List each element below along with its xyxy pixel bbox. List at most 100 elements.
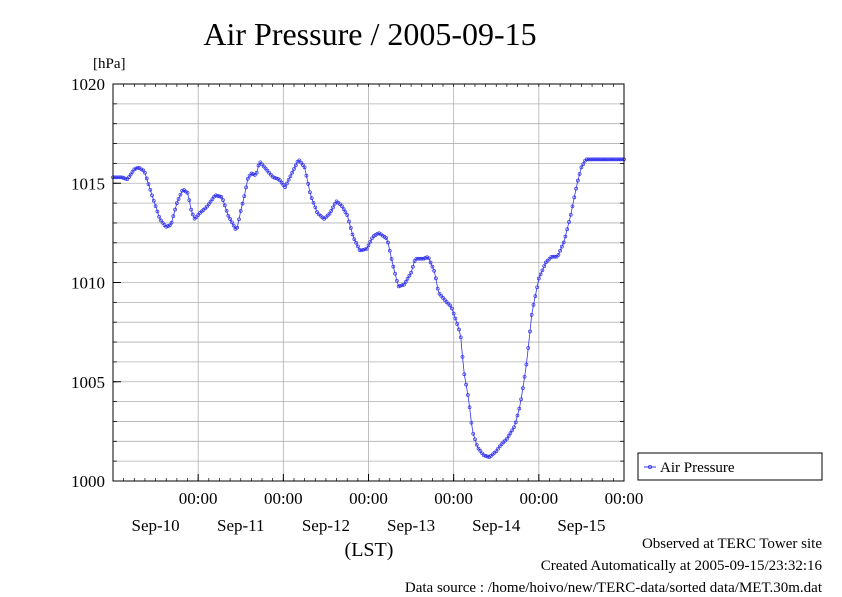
data-point <box>407 273 412 278</box>
data-point <box>128 172 133 177</box>
data-point <box>577 172 582 176</box>
data-point <box>533 294 538 298</box>
data-point <box>331 205 335 210</box>
data-point <box>503 438 507 443</box>
data-point <box>299 160 303 165</box>
data-point <box>114 175 119 180</box>
data-point <box>561 240 566 245</box>
data-point <box>171 214 176 218</box>
data-point <box>120 175 124 180</box>
data-point <box>224 208 229 213</box>
data-point <box>143 170 147 175</box>
y-tick-label: 1020 <box>71 75 105 94</box>
data-point <box>141 168 146 173</box>
data-point <box>513 420 518 425</box>
data-point <box>260 162 264 167</box>
data-point <box>270 174 275 179</box>
data-point <box>350 232 355 237</box>
data-point <box>481 453 486 458</box>
data-point <box>244 185 248 190</box>
data-point <box>341 207 346 211</box>
data-point <box>560 244 564 249</box>
data-point <box>591 157 596 162</box>
data-point <box>263 166 268 171</box>
data-point <box>217 194 222 199</box>
data-point <box>494 449 499 454</box>
data-point <box>277 178 282 183</box>
data-point <box>237 217 241 222</box>
data-point <box>568 212 573 217</box>
x-date-label: Sep-14 <box>472 516 521 535</box>
data-point <box>535 285 539 290</box>
data-point <box>175 201 179 205</box>
data-point <box>118 175 122 180</box>
data-point <box>576 178 580 183</box>
data-point <box>606 157 610 162</box>
data-point <box>551 254 555 259</box>
x-time-tick-label: 00:00 <box>264 489 303 508</box>
data-point <box>467 405 472 410</box>
data-point <box>269 172 273 177</box>
data-point <box>311 200 316 205</box>
data-point <box>228 217 232 221</box>
data-point <box>584 157 589 162</box>
data-point <box>570 204 575 209</box>
data-point <box>618 157 623 162</box>
data-point <box>359 248 364 253</box>
x-date-label: Sep-10 <box>131 516 179 535</box>
y-tick-label: 1005 <box>71 373 105 392</box>
data-point <box>219 195 224 199</box>
data-point <box>215 194 220 198</box>
data-point <box>159 218 163 223</box>
x-date-label: Sep-13 <box>387 516 435 535</box>
data-point <box>460 355 465 359</box>
x-time-tick-label: 00:00 <box>434 489 473 508</box>
data-point <box>593 157 598 162</box>
data-point <box>588 157 593 162</box>
legend: Air Pressure <box>637 452 823 481</box>
data-point <box>574 186 578 191</box>
data-point <box>173 207 177 212</box>
data-point <box>510 428 515 433</box>
data-point <box>416 256 421 261</box>
data-point <box>572 195 577 200</box>
data-point <box>127 175 131 179</box>
legend-box <box>637 452 823 481</box>
data-point <box>430 264 435 269</box>
data-point <box>279 180 284 185</box>
data-point <box>208 199 213 204</box>
data-point <box>185 190 190 195</box>
data-point <box>418 256 422 261</box>
data-point <box>155 209 160 214</box>
data-point <box>247 173 252 178</box>
data-point <box>329 209 334 213</box>
data-point <box>411 264 415 269</box>
data-point <box>245 176 250 181</box>
data-point <box>157 214 161 219</box>
data-point <box>455 322 460 326</box>
data-point <box>283 185 287 189</box>
data-point <box>148 187 153 192</box>
data-point <box>230 220 234 225</box>
data-point <box>474 442 479 447</box>
data-point <box>604 157 609 162</box>
data-point <box>387 248 392 253</box>
data-point <box>458 335 463 340</box>
data-point <box>386 240 390 245</box>
x-date-label: Sep-12 <box>302 516 350 535</box>
data-point <box>315 210 319 214</box>
data-point <box>231 223 236 228</box>
data-point <box>364 246 369 251</box>
data-point <box>496 446 500 451</box>
data-point <box>242 194 247 199</box>
data-point <box>160 220 165 225</box>
data-point <box>441 296 445 300</box>
data-point <box>297 158 302 163</box>
data-point <box>187 198 192 203</box>
data-point <box>414 256 419 261</box>
data-point <box>435 286 440 291</box>
data-point <box>609 157 614 162</box>
data-point <box>130 170 135 174</box>
data-point <box>391 264 396 269</box>
data-point <box>497 444 502 449</box>
